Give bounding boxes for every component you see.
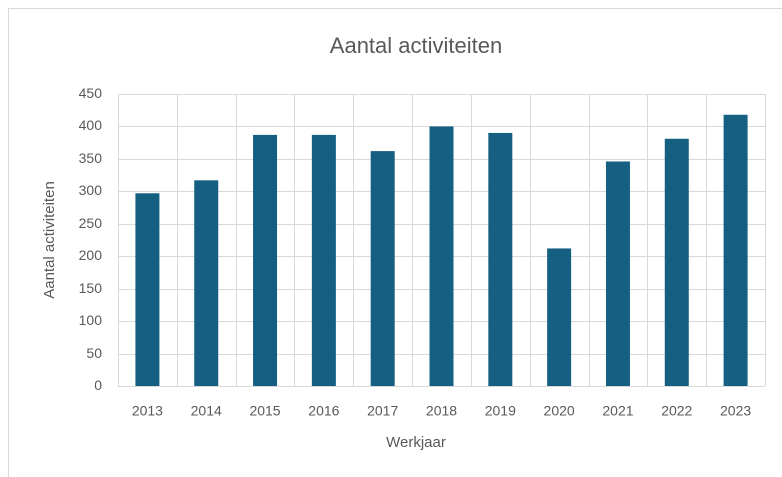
x-tick-label: 2017	[367, 403, 398, 419]
y-tick-label: 50	[86, 345, 102, 361]
x-tick-label: 2022	[661, 403, 692, 419]
y-axis-label: Aantal activiteiten	[41, 181, 58, 299]
y-tick-label: 200	[79, 247, 103, 263]
bar	[135, 193, 160, 386]
bar	[488, 132, 513, 386]
bar	[253, 134, 278, 386]
x-tick-label: 2015	[249, 403, 280, 419]
y-tick-label: 150	[79, 280, 103, 296]
bar	[429, 126, 454, 386]
bar	[664, 138, 689, 386]
x-tick-label: 2018	[426, 403, 457, 419]
bar	[605, 161, 630, 386]
y-tick-label: 450	[79, 85, 103, 101]
bar	[547, 248, 572, 386]
y-tick-label: 0	[94, 377, 102, 393]
x-tick-label: 2013	[132, 403, 163, 419]
y-tick-label: 400	[79, 117, 103, 133]
x-tick-label: 2023	[720, 403, 751, 419]
bar	[194, 180, 219, 386]
x-axis-label: Werkjaar	[386, 434, 446, 451]
bar	[723, 114, 748, 387]
chart-title: Aantal activiteiten	[330, 33, 502, 58]
x-tick-label: 2019	[485, 403, 516, 419]
x-tick-label: 2014	[191, 403, 222, 419]
x-tick-label: 2021	[602, 403, 633, 419]
x-tick-label: 2016	[308, 403, 339, 419]
y-tick-label: 100	[79, 312, 103, 328]
y-tick-label: 350	[79, 150, 103, 166]
x-tick-label: 2020	[544, 403, 575, 419]
bar	[370, 151, 395, 386]
y-tick-label: 250	[79, 215, 103, 231]
y-tick-label: 300	[79, 182, 103, 198]
bar	[311, 134, 336, 386]
